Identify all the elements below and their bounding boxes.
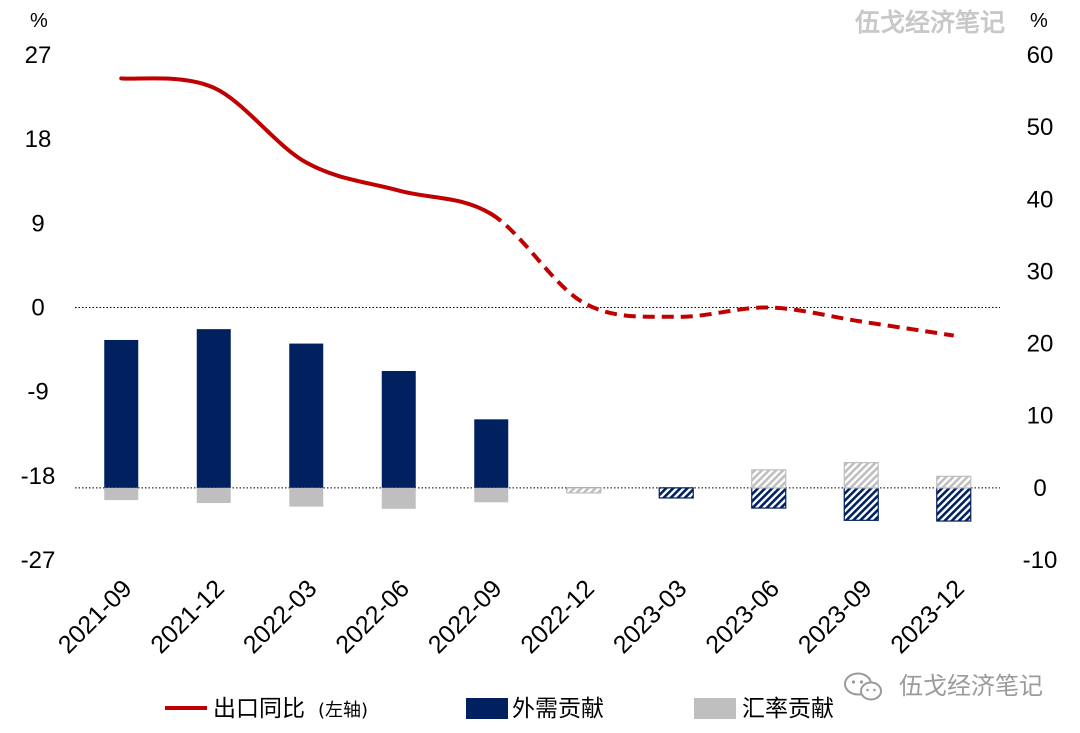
legend-navy-swatch [466,698,508,719]
right-tick-label: 10 [1027,403,1054,430]
legend-label-foreign-demand: 外需贡献 [512,696,604,722]
x-tick-label: 2023-12 [885,574,970,659]
foreign-demand-bar [196,329,231,488]
x-tick-label: 2023-06 [700,574,785,659]
export-yoy-line-forecast [490,212,955,338]
exchange-rate-bar [381,487,416,509]
x-tick-label: 2023-09 [793,574,878,659]
exchange-rate-bar [474,487,509,503]
right-tick-label: 0 [1033,475,1046,502]
right-tick-label: 40 [1027,186,1054,213]
foreign-demand-bar [289,343,324,488]
foreign-demand-bar [658,487,694,499]
left-axis-ticks: 27 18 9 0 -9 -18 -27 [21,42,56,574]
x-tick-label: 2022-09 [423,574,508,659]
exchange-rate-bar [566,487,602,494]
exchange-rate-bar [196,487,231,504]
bar-series [104,329,972,522]
watermark-bottom: 伍戈经济笔记 [899,672,1043,700]
left-tick-label: 9 [31,210,44,237]
right-tick-label: 60 [1027,42,1054,69]
watermark-top: 伍戈经济笔记 [855,8,1005,37]
exchange-rate-bar [751,469,787,489]
exchange-rate-bar [289,487,324,507]
x-tick-label: 2022-12 [515,574,600,659]
legend-label-export-yoy: 出口同比 [213,696,305,722]
right-axis-unit: % [1030,10,1048,32]
legend-gray-swatch [694,698,736,719]
exchange-rate-bar [936,475,972,489]
left-tick-label: -27 [21,547,56,574]
foreign-demand-bar [104,339,139,488]
foreign-demand-bar [474,419,509,488]
right-tick-label: -10 [1023,547,1058,574]
legend: 出口同比 (左轴) 外需贡献 汇率贡献 [165,696,834,722]
right-tick-label: 50 [1027,114,1054,141]
foreign-demand-bar [751,487,787,509]
left-tick-label: 27 [25,42,52,69]
x-axis-ticks: 2021-09 2021-12 2022-03 2022-06 2022-09 2022-… [53,574,970,659]
x-tick-label: 2022-06 [330,574,415,659]
exchange-rate-bar [104,487,139,501]
exchange-rate-bar [843,462,879,489]
x-tick-label: 2022-03 [238,574,323,659]
left-tick-label: -18 [21,463,56,490]
left-axis-unit: % [30,10,48,32]
export-yoy-line-actual [119,76,494,216]
left-tick-label: 0 [31,295,44,322]
wechat-icon [844,672,882,701]
right-tick-label: 20 [1027,331,1054,358]
right-axis-ticks: 60 50 40 30 20 10 0 -10 [1023,42,1058,574]
left-tick-label: 18 [25,126,52,153]
foreign-demand-bar [843,487,879,521]
legend-label-left-axis: (左轴) [318,700,368,721]
legend-label-exchange-rate: 汇率贡献 [742,696,834,722]
line-series [119,76,955,338]
x-tick-label: 2023-03 [608,574,693,659]
x-tick-label: 2021-09 [53,574,138,659]
foreign-demand-bar [936,487,972,522]
right-tick-label: 30 [1027,258,1054,285]
x-tick-label: 2021-12 [145,574,230,659]
left-tick-label: -9 [27,379,48,406]
foreign-demand-bar [381,370,416,488]
